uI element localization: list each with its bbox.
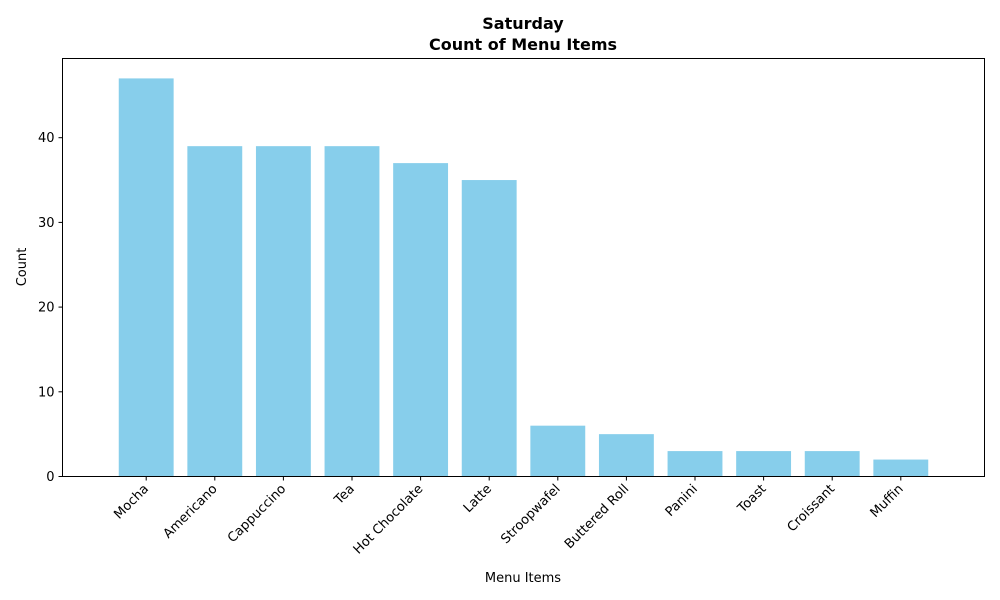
bar-latte xyxy=(461,180,517,477)
bar-hot-chocolate xyxy=(393,163,449,477)
x-tick-label: Cappuccino xyxy=(225,482,289,546)
x-tick-label: Toast xyxy=(734,482,769,517)
x-axis-label: Menu Items xyxy=(485,571,561,586)
bar-muffin xyxy=(873,459,929,477)
x-tick-label: Croissant xyxy=(785,482,838,535)
y-tick-label: 20 xyxy=(38,301,55,316)
y-axis-ticks: 0 10 20 30 40 xyxy=(38,131,63,485)
plot-frame xyxy=(62,58,985,477)
bar-americano xyxy=(187,146,243,477)
y-tick-label: 10 xyxy=(38,385,55,400)
bar-panini xyxy=(667,451,723,477)
y-tick-label: 0 xyxy=(46,470,54,485)
bar-cappuccino xyxy=(255,146,311,477)
y-tick-label: 30 xyxy=(38,216,55,231)
x-tick-label: Hot Chocolate xyxy=(351,482,427,558)
bars-group xyxy=(118,78,929,477)
x-tick-label: Mocha xyxy=(111,482,152,523)
x-tick-label: Buttered Roll xyxy=(562,482,632,552)
bar-buttered-roll xyxy=(598,434,654,477)
y-tick-label: 40 xyxy=(38,131,55,146)
x-tick-label: Panini xyxy=(663,482,701,520)
bar-toast xyxy=(736,451,792,477)
bar-tea xyxy=(324,146,380,477)
x-tick-label: Muffin xyxy=(868,482,907,521)
x-tick-label: Americano xyxy=(161,482,221,542)
bar-mocha xyxy=(118,78,174,477)
bar-stroopwafel xyxy=(530,425,586,477)
x-tick-label: Tea xyxy=(331,482,358,509)
chart-subtitle: Count of Menu Items xyxy=(429,35,617,54)
y-axis-label: Count xyxy=(15,248,30,287)
bar-croissant xyxy=(804,451,860,477)
x-tick-label: Latte xyxy=(461,482,495,516)
x-tick-label: Stroopwafel xyxy=(498,482,563,547)
chart-title: Saturday xyxy=(482,14,564,33)
